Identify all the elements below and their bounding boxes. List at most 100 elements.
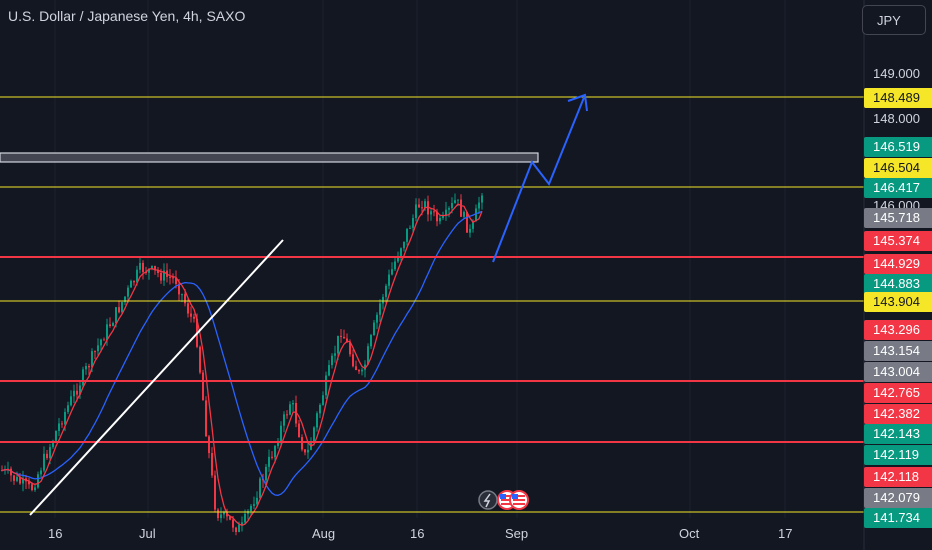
candle-body [283, 414, 285, 426]
price-label: 141.734 [864, 508, 932, 528]
candle-body [250, 505, 252, 512]
candle-body [391, 269, 393, 275]
candle-body [127, 287, 129, 297]
time-label: Jul [139, 526, 156, 541]
candle-body [112, 323, 114, 327]
candle-body [412, 217, 414, 228]
candle-body [28, 481, 30, 485]
price-label: 142.079 [864, 488, 932, 508]
candle-body [160, 272, 162, 281]
candle-body [373, 322, 375, 336]
price-label: 146.519 [864, 137, 932, 157]
candle-body [235, 527, 237, 533]
candle-body [16, 476, 18, 481]
candle-body [430, 211, 432, 215]
candle-body [367, 346, 369, 365]
candle-body [187, 303, 189, 314]
price-label: 148.489 [864, 88, 932, 108]
candle-body [271, 456, 273, 458]
candle-body [73, 390, 75, 397]
time-label: 16 [48, 526, 63, 541]
price-label: 144.883 [864, 274, 932, 294]
candle-body [70, 396, 72, 406]
resistance-zone [0, 152, 539, 163]
candle-body [415, 204, 417, 218]
candle-body [157, 270, 159, 273]
grid-lines [54, 0, 786, 518]
candle-body [214, 475, 216, 510]
price-label: 143.004 [864, 362, 932, 382]
candle-body [190, 313, 192, 317]
time-label: 17 [778, 526, 793, 541]
candle-body [337, 335, 339, 354]
price-label: 146.504 [864, 158, 932, 178]
candle-body [370, 335, 372, 347]
candle-body [217, 509, 219, 519]
candle-body [184, 294, 186, 304]
candle-body [13, 475, 15, 481]
candle-body [121, 302, 123, 313]
us-flag-icon [509, 490, 529, 510]
candle-body [256, 497, 258, 505]
candle-body [238, 524, 240, 533]
time-label: Sep [505, 526, 529, 541]
price-label: 145.374 [864, 231, 932, 251]
candle-body [193, 316, 195, 319]
candle-body [364, 364, 366, 370]
candle-body [109, 324, 111, 327]
candle-body [55, 430, 57, 441]
candle-body [433, 211, 435, 213]
candle-body [304, 449, 306, 453]
candle-body [313, 427, 315, 442]
candle-body [397, 257, 399, 262]
candle-body [181, 294, 183, 296]
candle-body [394, 261, 396, 270]
candle-body [124, 296, 126, 303]
candle-body [97, 345, 99, 352]
price-tick: 148.000 [873, 111, 920, 126]
price-label: 142.382 [864, 404, 932, 424]
candle-body [427, 201, 429, 215]
time-label: Oct [679, 526, 700, 541]
candle-body [346, 338, 348, 343]
candle-body [265, 466, 267, 481]
candle-body [448, 208, 450, 210]
candle-body [361, 369, 363, 372]
candle-body [331, 355, 333, 366]
candle-body [103, 339, 105, 341]
candle-body [22, 478, 24, 484]
candle-body [274, 445, 276, 458]
candle-body [469, 228, 471, 233]
candle-body [229, 516, 231, 520]
candle-body [82, 369, 84, 386]
price-label: 142.143 [864, 424, 932, 444]
currency-button[interactable]: JPY [862, 5, 926, 35]
candle-body [292, 402, 294, 405]
candle-body [277, 442, 279, 446]
moving-average-blue [1, 210, 483, 496]
candle-body [457, 199, 459, 201]
candle-body [355, 366, 357, 371]
candle-body [259, 478, 261, 498]
candle-body [148, 268, 150, 273]
candle-body [100, 339, 102, 346]
trendline [29, 239, 284, 516]
candle-body [91, 351, 93, 368]
price-label: 144.929 [864, 254, 932, 274]
candle-body [316, 413, 318, 428]
candle-body [46, 453, 48, 459]
candle-body [79, 385, 81, 395]
price-label: 146.417 [864, 178, 932, 198]
candle-body [88, 366, 90, 368]
candle-body [409, 227, 411, 229]
candle-body [463, 211, 465, 217]
candle-body [202, 372, 204, 401]
candle-body [319, 404, 321, 414]
candle-body [436, 211, 438, 222]
chart-title: U.S. Dollar / Japanese Yen, 4h, SAXO [8, 8, 246, 24]
candle-body [334, 353, 336, 356]
candle-body [376, 314, 378, 323]
candle-body [286, 414, 288, 416]
